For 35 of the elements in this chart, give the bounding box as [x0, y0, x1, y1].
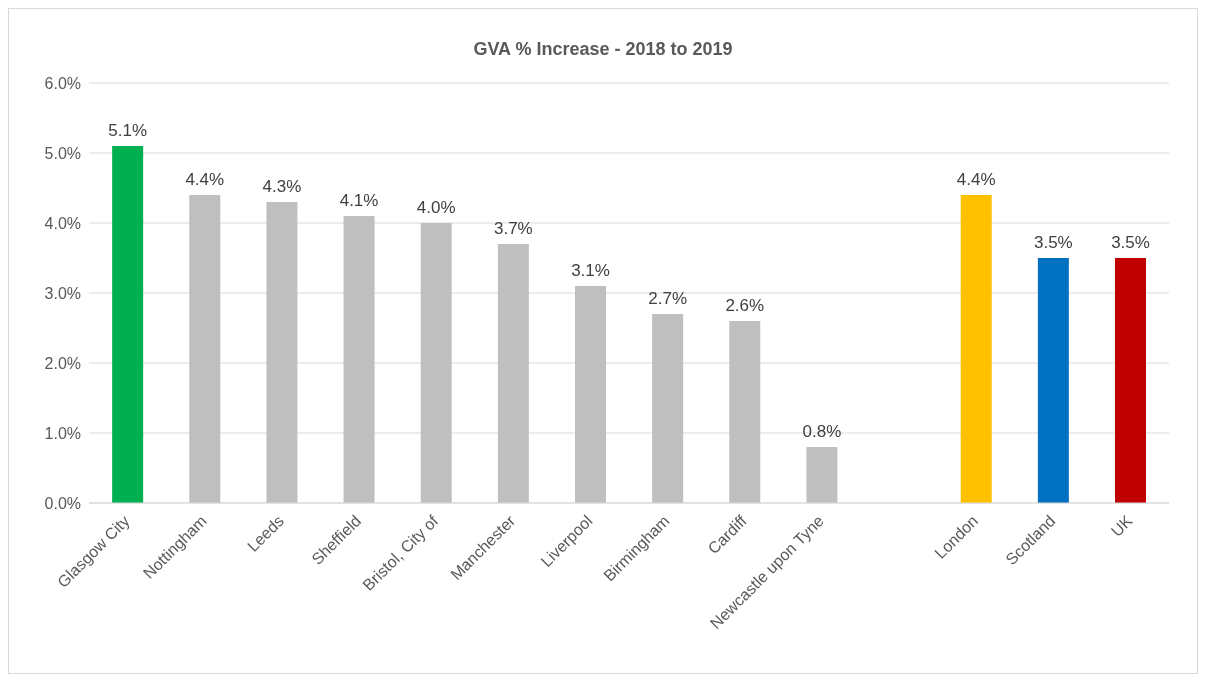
- data-label: 4.3%: [262, 177, 302, 196]
- data-label: 2.7%: [648, 289, 688, 308]
- bar: [189, 195, 221, 503]
- y-tick-label: 5.0%: [44, 144, 81, 162]
- y-tick-label: 4.0%: [44, 214, 81, 232]
- x-tick-label: UK: [1107, 511, 1136, 540]
- bar: [112, 146, 144, 503]
- y-tick-label: 0.0%: [44, 494, 81, 512]
- y-tick-label: 1.0%: [44, 424, 81, 442]
- bar: [729, 321, 761, 503]
- y-tick-label: 2.0%: [44, 354, 81, 372]
- data-label: 2.6%: [725, 296, 765, 315]
- bar: [652, 314, 684, 503]
- data-label: 3.7%: [493, 219, 533, 238]
- data-label: 3.5%: [1033, 233, 1073, 252]
- bar: [1115, 258, 1146, 503]
- bar: [266, 202, 298, 503]
- data-label: 4.0%: [416, 198, 456, 217]
- data-label: 0.8%: [802, 422, 842, 441]
- bar: [806, 447, 838, 503]
- y-tick-label: 6.0%: [44, 74, 81, 92]
- data-label: 4.1%: [339, 191, 379, 210]
- data-label: 5.1%: [108, 121, 148, 140]
- chart-title: GVA % Increase - 2018 to 2019: [472, 38, 734, 61]
- bar: [575, 286, 606, 503]
- data-label: 3.1%: [571, 261, 610, 280]
- bar: [497, 244, 529, 503]
- bar: [420, 223, 452, 503]
- bar: [960, 195, 992, 503]
- data-label: 4.4%: [185, 170, 225, 189]
- bar: [1037, 258, 1069, 503]
- data-label: 4.4%: [956, 170, 996, 189]
- bar: [343, 216, 375, 503]
- data-label: 3.5%: [1111, 233, 1150, 252]
- y-tick-label: 3.0%: [44, 284, 81, 302]
